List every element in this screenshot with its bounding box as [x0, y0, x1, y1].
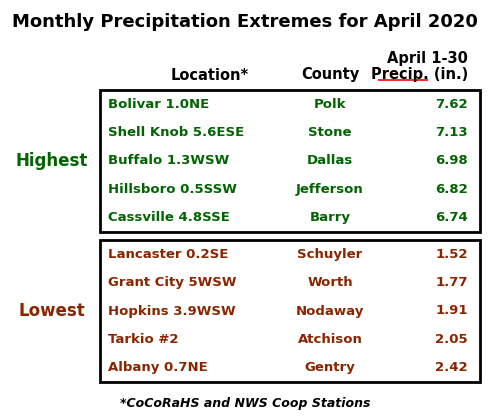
- Text: Worth: Worth: [307, 276, 353, 289]
- Text: 6.82: 6.82: [435, 183, 468, 196]
- Text: Barry: Barry: [310, 211, 350, 224]
- Text: 7.62: 7.62: [436, 98, 468, 111]
- Text: Nodaway: Nodaway: [296, 304, 364, 318]
- Text: Shell Knob 5.6ESE: Shell Knob 5.6ESE: [108, 126, 244, 139]
- Text: 7.13: 7.13: [436, 126, 468, 139]
- Text: 2.05: 2.05: [436, 333, 468, 346]
- Text: 6.74: 6.74: [435, 211, 468, 224]
- Text: 6.98: 6.98: [435, 155, 468, 168]
- Text: 2.42: 2.42: [436, 361, 468, 374]
- Text: Schuyler: Schuyler: [297, 248, 363, 261]
- Text: Cassville 4.8SSE: Cassville 4.8SSE: [108, 211, 230, 224]
- Text: Lowest: Lowest: [19, 302, 85, 320]
- Text: Lancaster 0.2SE: Lancaster 0.2SE: [108, 248, 228, 261]
- Text: Jefferson: Jefferson: [296, 183, 364, 196]
- Text: Location*: Location*: [171, 68, 249, 82]
- Text: April 1-30: April 1-30: [387, 50, 468, 66]
- Bar: [100, 240, 480, 382]
- Text: Tarkio #2: Tarkio #2: [108, 333, 178, 346]
- Text: Stone: Stone: [308, 126, 352, 139]
- Text: *CoCoRaHS and NWS Coop Stations: *CoCoRaHS and NWS Coop Stations: [120, 397, 370, 410]
- Bar: [100, 90, 480, 232]
- Text: Highest: Highest: [16, 152, 88, 170]
- Text: Albany 0.7NE: Albany 0.7NE: [108, 361, 208, 374]
- Text: Grant City 5WSW: Grant City 5WSW: [108, 276, 237, 289]
- Text: Hopkins 3.9WSW: Hopkins 3.9WSW: [108, 304, 236, 318]
- Text: Precip. (in.): Precip. (in.): [371, 68, 468, 82]
- Text: 1.91: 1.91: [436, 304, 468, 318]
- Text: Gentry: Gentry: [305, 361, 355, 374]
- Text: Bolivar 1.0NE: Bolivar 1.0NE: [108, 98, 209, 111]
- Text: Buffalo 1.3WSW: Buffalo 1.3WSW: [108, 155, 229, 168]
- Text: Monthly Precipitation Extremes for April 2020: Monthly Precipitation Extremes for April…: [12, 13, 478, 31]
- Text: Atchison: Atchison: [297, 333, 363, 346]
- Text: 1.77: 1.77: [436, 276, 468, 289]
- Text: Hillsboro 0.5SSW: Hillsboro 0.5SSW: [108, 183, 237, 196]
- Text: 1.52: 1.52: [436, 248, 468, 261]
- Text: County: County: [301, 68, 359, 82]
- Text: Polk: Polk: [314, 98, 346, 111]
- Text: Dallas: Dallas: [307, 155, 353, 168]
